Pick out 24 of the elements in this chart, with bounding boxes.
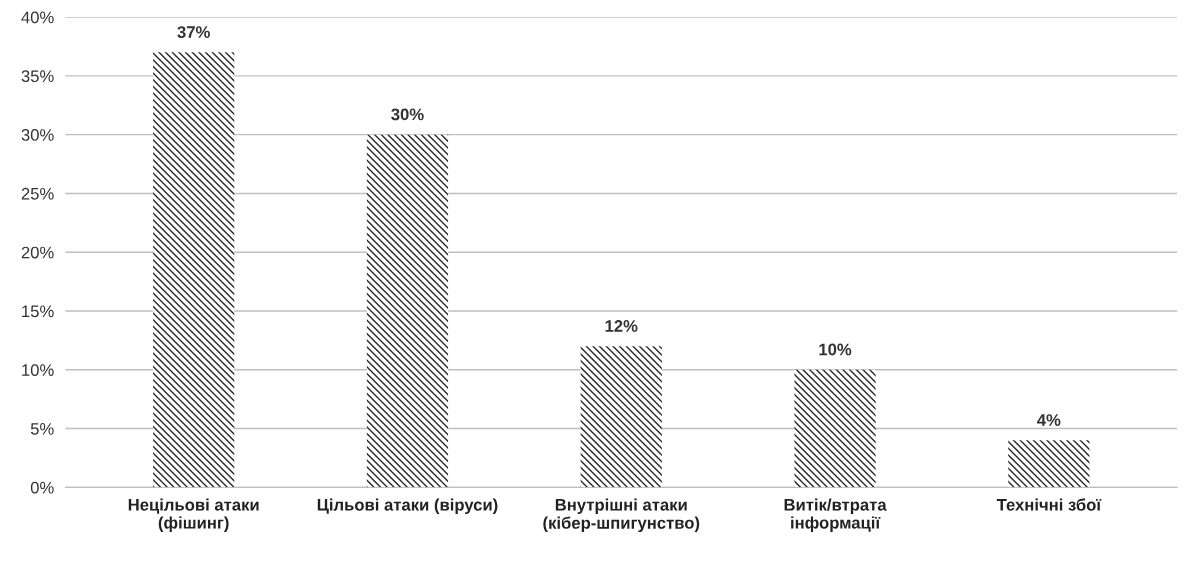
- bar: [580, 346, 662, 488]
- data-label: 30%: [391, 108, 424, 121]
- data-label: 4%: [1037, 414, 1061, 426]
- y-tick-label: 25%: [21, 187, 54, 200]
- bar: [366, 134, 449, 488]
- y-tick-label: 0%: [30, 481, 54, 494]
- data-label: 12%: [605, 320, 638, 332]
- y-tick-label: 5%: [30, 423, 54, 435]
- data-label: 37%: [177, 26, 210, 38]
- x-tick-label: Технічні збої: [996, 498, 1102, 511]
- bar: [1008, 440, 1090, 488]
- data-label: 10%: [819, 343, 852, 356]
- y-tick-label: 40%: [21, 11, 54, 24]
- y-tick-label: 15%: [22, 305, 54, 318]
- x-tick-label: Витік/втрата інформації: [784, 498, 887, 532]
- bar: [153, 52, 235, 488]
- y-tick-label: 30%: [21, 129, 54, 141]
- x-tick-label: Внутрішні атаки (кібер-шпигунство): [543, 498, 700, 533]
- y-tick-label: 20%: [21, 246, 54, 259]
- x-tick-label: Нецільові атаки (фішинг): [128, 498, 259, 532]
- x-tick-label: Цільові атаки (віруси): [317, 498, 498, 514]
- y-tick-label: 35%: [21, 70, 54, 83]
- y-tick-label: 10%: [22, 364, 54, 376]
- bar: [794, 369, 876, 488]
